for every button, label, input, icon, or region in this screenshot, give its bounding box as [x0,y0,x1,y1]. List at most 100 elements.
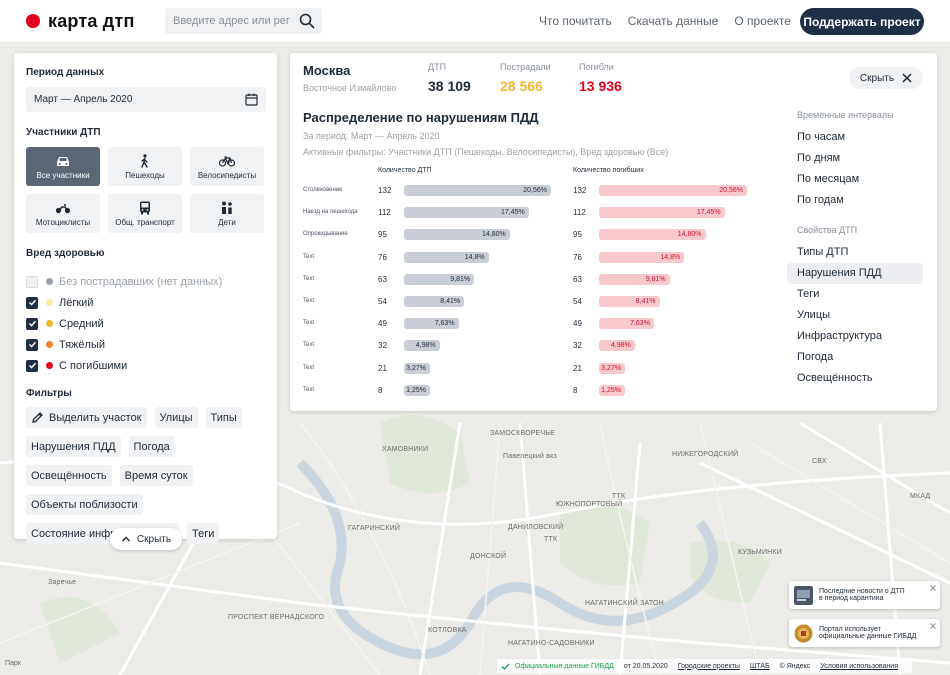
bar[interactable] [404,185,551,196]
bar[interactable] [404,340,440,352]
bar[interactable] [404,273,475,285]
menu-property-weather[interactable]: Погода [797,351,834,363]
pencil-icon [32,412,43,423]
search-input[interactable] [165,15,290,27]
menu-property-tags[interactable]: Теги [797,288,820,300]
menu-interval-days[interactable]: По дням [797,152,841,164]
checkbox-checked[interactable] [26,296,38,309]
bar[interactable] [599,318,654,330]
close-icon[interactable] [930,623,936,629]
filter-lighting[interactable]: Освещённость [26,465,112,486]
link-shtab[interactable]: ШТАБ [749,662,770,670]
collapse-filters-button[interactable]: Скрыть [110,528,182,550]
checkbox-unchecked[interactable] [26,275,38,288]
checkbox-checked[interactable] [26,359,38,372]
participant-cyclists[interactable]: Велосипедисты [190,147,264,186]
participant-children[interactable]: Дети [190,194,264,233]
filter-tags[interactable]: Теги [186,523,220,544]
stats-panel: Москва Восточное Измайлово ДТП 38 109 По… [290,53,937,411]
notice-text: Портал использует официальные данные ГИБ… [819,626,916,640]
participant-label: Мотоциклисты [35,217,91,227]
filter-nearby-objects[interactable]: Объекты поблизости [26,494,143,515]
menu-property-lighting[interactable]: Освещённость [797,372,873,384]
checkbox-checked[interactable] [26,317,38,330]
notice-gibdd[interactable]: Портал использует официальные данные ГИБ… [789,619,940,647]
participant-all[interactable]: Все участники [26,147,100,186]
hide-panel-button[interactable]: Скрыть [849,67,923,89]
menu-property-streets[interactable]: Улицы [797,309,831,321]
support-project-button[interactable]: Поддержать проект [800,8,924,35]
bar[interactable] [404,362,430,374]
check-icon [501,663,510,670]
menu-property-types[interactable]: Типы ДТП [797,246,849,258]
chip-label: Объекты поблизости [31,498,138,511]
nav-about[interactable]: О проекте [734,14,791,28]
participant-public-transport[interactable]: Общ. транспорт [108,194,182,233]
harm-light[interactable]: Лёгкий [26,292,222,313]
bar[interactable] [599,273,670,285]
logo[interactable]: карта дтп [26,11,135,32]
chip-label: Выделить участок [49,411,142,424]
value-label: 49 [573,319,582,329]
harm-medium[interactable]: Средний [26,313,222,334]
bar[interactable] [404,318,459,330]
bar[interactable] [599,207,725,219]
harm-label: Тяжёлый [59,338,106,351]
value-label: 8 [573,385,578,395]
bar[interactable] [404,207,529,219]
filter-select-area[interactable]: Выделить участок [26,407,147,428]
search-icon[interactable] [299,13,315,29]
filter-time-of-day[interactable]: Время суток [119,465,193,486]
bar-percent-label: 20,56% [719,187,743,194]
harm-severe[interactable]: Тяжёлый [26,334,222,355]
nav-download[interactable]: Скачать данные [627,14,719,28]
harm-dot-icon [46,278,53,285]
bar[interactable] [599,384,625,396]
hide-label: Скрыть [859,72,895,84]
menu-interval-hours[interactable]: По часам [797,131,846,143]
participant-pedestrians[interactable]: Пешеходы [108,147,182,186]
bar[interactable] [404,296,465,307]
period-select[interactable]: Март — Апрель 2020 [26,87,266,112]
checkbox-checked[interactable] [26,338,38,351]
map-label: ЮЖНОПОРТОВЫЙ [556,501,623,508]
bar[interactable] [599,229,706,241]
menu-interval-months[interactable]: По месяцам [797,173,860,185]
bar[interactable] [599,251,685,263]
check-icon [28,362,36,369]
harm-label: Без пострадавших (нет данных) [59,275,223,288]
harm-none[interactable]: Без пострадавших (нет данных) [26,271,222,292]
filter-violations[interactable]: Нарушения ПДД [26,436,121,457]
bar[interactable] [599,185,747,196]
value-label: 76 [573,252,582,262]
chip-label: Время суток [124,469,188,482]
bar[interactable] [404,251,489,263]
value-label: 95 [378,230,387,240]
bar[interactable] [599,296,660,307]
bar[interactable] [404,229,510,241]
filter-types[interactable]: Типы [205,407,242,428]
nav-reading[interactable]: Что почитать [539,14,612,28]
participant-motorcyclists[interactable]: Мотоциклисты [26,194,100,233]
filter-weather[interactable]: Погода [128,436,175,457]
bar[interactable] [599,340,635,352]
menu-interval-years[interactable]: По годам [797,194,844,206]
close-icon[interactable] [930,585,936,591]
pedestrian-icon [141,153,148,168]
bar[interactable] [404,384,430,396]
menu-property-violations[interactable]: Нарушения ПДД [787,263,923,284]
bar[interactable] [599,362,625,374]
link-terms[interactable]: Условия использования [820,662,898,670]
chevron-up-icon [121,536,130,542]
intervals-title: Временные интервалы [797,110,894,120]
filter-streets[interactable]: Улицы [154,407,198,428]
category-label: Text [303,386,315,393]
link-city-projects[interactable]: Городские проекты [677,662,740,670]
menu-property-infrastructure[interactable]: Инфраструктура [797,330,883,342]
map-label-park: Парк [5,660,21,667]
harm-fatal[interactable]: С погибшими [26,355,222,376]
notice-line: Портал использует [819,626,881,633]
chip-label: Нарушения ПДД [31,440,116,453]
stat-injured: Пострадали 28 566 [500,62,551,94]
notice-news[interactable]: Последние новости о ДТП в период каранти… [789,581,940,609]
